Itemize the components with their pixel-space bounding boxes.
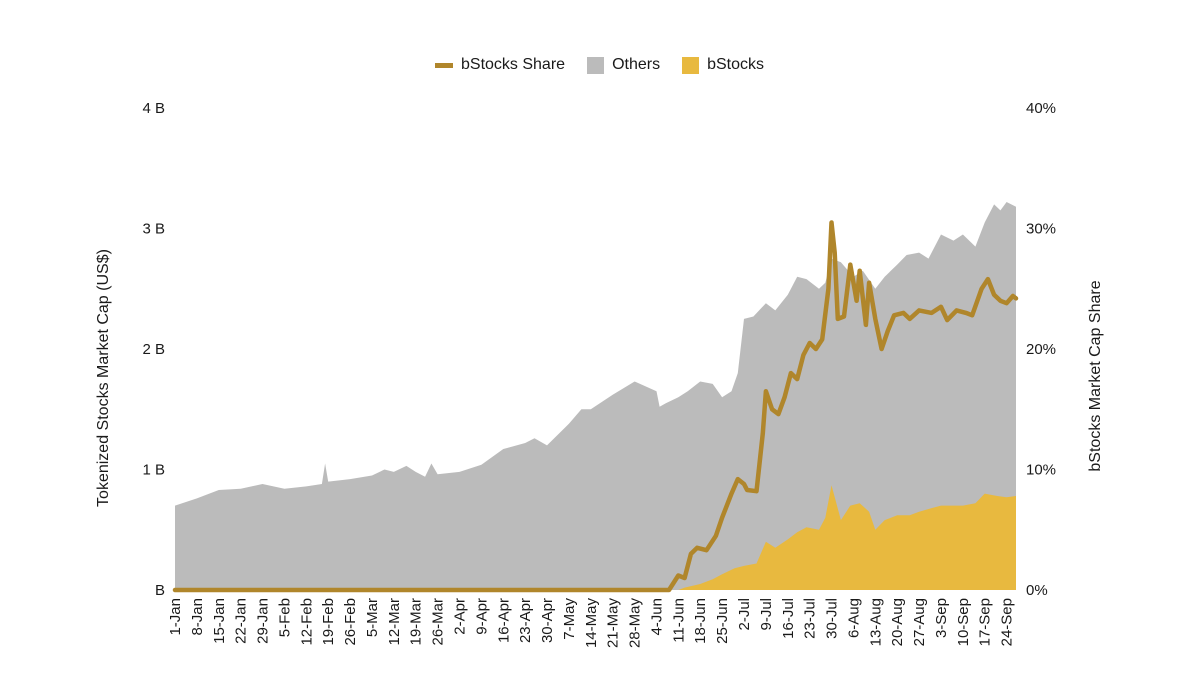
x-tick-label: 8-Jan — [189, 598, 206, 636]
x-tick-label: 30-Apr — [539, 598, 556, 643]
x-tick-label: 2-Jul — [736, 598, 753, 631]
legend-item-bstocks-share: bStocks Share — [435, 56, 565, 74]
x-tick-label: 10-Sep — [955, 598, 972, 646]
y-right-tick-label: 20% — [1026, 341, 1056, 358]
chart-legend: bStocks Share Others bStocks — [0, 56, 1199, 74]
x-tick-label: 30-Jul — [824, 598, 841, 639]
x-tick-label: 11-Jun — [670, 598, 687, 643]
x-tick-label: 12-Mar — [386, 598, 403, 646]
y-left-tick-label: 1 B — [142, 462, 165, 479]
legend-label-bstocks: bStocks — [707, 56, 764, 73]
legend-swatch-others — [587, 56, 605, 74]
x-tick-label: 20-Aug — [889, 598, 906, 646]
legend-swatch-bstocks — [682, 56, 700, 74]
y-axis-left: B 1 B 2 B 3 B 4 B — [142, 100, 165, 599]
legend-swatch-bstocks-share — [435, 62, 453, 68]
y-axis-left-title: Tokenized Stocks Market Cap (US$) — [95, 249, 112, 507]
x-tick-label: 22-Jan — [233, 598, 250, 644]
y-right-tick-label: 10% — [1026, 462, 1056, 479]
y-right-tick-label: 30% — [1026, 221, 1056, 238]
area-series-others — [175, 202, 1016, 590]
x-tick-label: 9-Apr — [473, 598, 490, 635]
x-tick-label: 17-Sep — [977, 598, 994, 646]
x-tick-label: 16-Jul — [780, 598, 797, 639]
x-tick-label: 18-Jun — [692, 598, 709, 644]
x-tick-label: 6-Aug — [845, 598, 862, 638]
y-left-tick-label: 2 B — [142, 341, 165, 358]
x-tick-label: 2-Apr — [452, 598, 469, 635]
x-tick-label: 3-Sep — [933, 598, 950, 638]
y-left-tick-label: B — [155, 582, 165, 599]
x-tick-label: 12-Feb — [298, 598, 315, 646]
legend-item-others: Others — [587, 56, 660, 74]
x-tick-label: 5-Feb — [276, 598, 293, 637]
x-tick-label: 19-Feb — [320, 598, 337, 646]
x-tick-label: 4-Jun — [649, 598, 666, 636]
x-tick-label: 5-Mar — [364, 598, 381, 637]
x-tick-label: 26-Mar — [430, 598, 447, 646]
x-tick-label: 16-Apr — [495, 598, 512, 643]
y-left-tick-label: 4 B — [142, 100, 165, 117]
chart-lines — [172, 220, 1019, 593]
area-series-bstocks — [175, 485, 1016, 590]
x-tick-label: 21-May — [605, 598, 622, 649]
x-tick-label: 28-May — [627, 598, 644, 649]
x-tick-label: 14-May — [583, 598, 600, 649]
x-tick-label: 29-Jan — [255, 598, 272, 644]
x-tick-label: 15-Jan — [211, 598, 228, 644]
line-series-bstocks-share — [172, 220, 1019, 593]
y-left-tick-label: 3 B — [142, 221, 165, 238]
y-axis-right: 0% 10% 20% 30% 40% — [1026, 100, 1056, 599]
x-tick-label: 1-Jan — [167, 598, 184, 636]
x-tick-label: 7-May — [561, 598, 578, 640]
x-tick-label: 27-Aug — [911, 598, 928, 646]
y-axis-right-title: bStocks Market Cap Share — [1087, 280, 1104, 471]
x-tick-label: 25-Jun — [714, 598, 731, 644]
x-tick-label: 24-Sep — [999, 598, 1016, 646]
x-axis: 1-Jan 8-Jan 15-Jan 22-Jan 29-Jan 5-Feb 12-Feb 1… — [167, 598, 1016, 649]
x-tick-label: 13-Aug — [867, 598, 884, 646]
legend-label-others: Others — [612, 56, 661, 73]
x-tick-label: 9-Jul — [758, 598, 775, 631]
y-right-tick-label: 40% — [1026, 100, 1056, 117]
x-tick-label: 23-Apr — [517, 598, 534, 643]
y-right-tick-label: 0% — [1026, 582, 1048, 599]
legend-item-bstocks: bStocks — [682, 56, 764, 74]
legend-label-bstocks-share: bStocks Share — [461, 56, 566, 73]
x-tick-label: 19-Mar — [408, 598, 425, 646]
chart-areas — [175, 202, 1016, 590]
x-tick-label: 23-Jul — [802, 598, 819, 639]
x-tick-label: 26-Feb — [342, 598, 359, 646]
